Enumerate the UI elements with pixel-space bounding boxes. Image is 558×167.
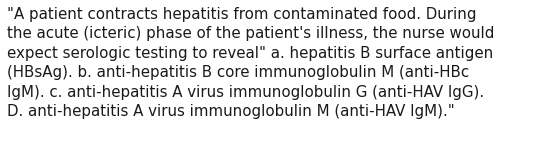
Text: "A patient contracts hepatitis from contaminated food. During
the acute (icteric: "A patient contracts hepatitis from cont… (7, 7, 494, 119)
